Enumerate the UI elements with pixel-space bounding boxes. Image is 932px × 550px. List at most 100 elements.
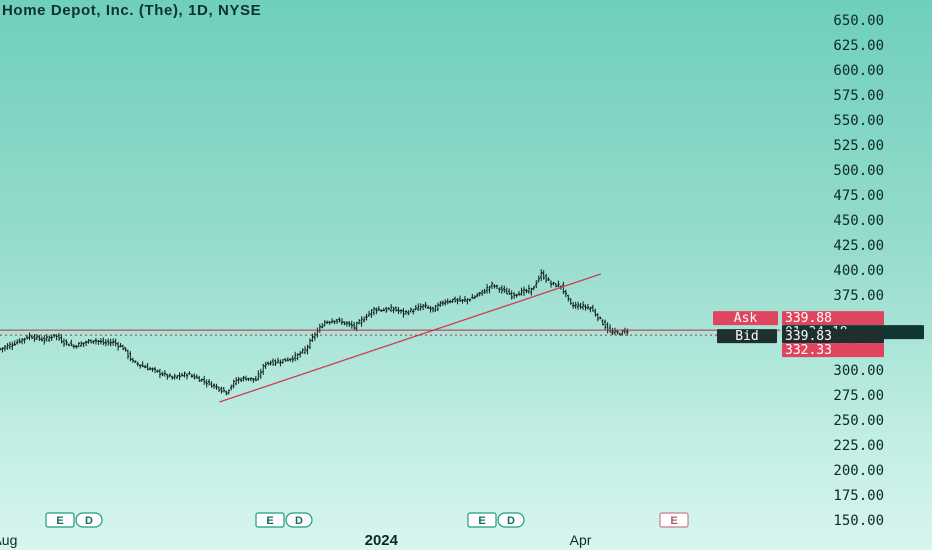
ohlc-bar: [594, 308, 597, 317]
time-axis[interactable]: Aug 2024 Apr: [0, 532, 592, 549]
ohlc-bar: [296, 353, 299, 361]
ohlc-bar: [589, 306, 592, 313]
ohlc-bar: [623, 327, 627, 334]
ohlc-bar: [495, 284, 499, 290]
ohlc-bar: [247, 377, 250, 382]
ohlc-bar: [439, 301, 442, 307]
ohlc-bar: [599, 316, 602, 320]
y-tick-label: 250.00: [833, 413, 884, 429]
ohlc-bar: [40, 336, 44, 342]
ohlc-bar: [478, 291, 481, 297]
ohlc-bar: [0, 347, 2, 351]
price-axis[interactable]: 650.00 625.00 600.00 575.00 550.00 525.00 500.…: [833, 13, 884, 529]
ohlc-bar: [28, 332, 31, 341]
ohlc-bar: [448, 299, 452, 304]
ohlc-bar: [232, 379, 235, 389]
ohlc-bar: [173, 373, 176, 380]
ohlc-bar: [200, 378, 203, 382]
ohlc-bar: [301, 348, 304, 354]
x-tick-label: Aug: [0, 532, 17, 548]
ohlc-bar: [389, 304, 393, 312]
y-tick-label: 625.00: [833, 38, 884, 54]
ohlc-bar: [603, 319, 607, 330]
ohlc-bar: [503, 285, 506, 293]
x-tick-label: 2024: [365, 532, 399, 549]
ohlc-bar: [480, 289, 484, 296]
ohlc-bar: [175, 375, 179, 379]
earnings-marker[interactable]: [45, 512, 75, 528]
earnings-marker[interactable]: [659, 512, 689, 528]
ohlc-bar: [525, 288, 528, 294]
ohlc-bar: [515, 293, 518, 298]
ohlc-bar: [227, 389, 230, 395]
earnings-marker[interactable]: [255, 512, 285, 528]
ohlc-bar: [72, 344, 75, 349]
ohlc-bar: [579, 302, 582, 310]
y-tick-label: 275.00: [833, 388, 884, 404]
trendline-layer[interactable]: [219, 273, 601, 403]
ohlc-bar: [121, 344, 125, 351]
ohlc-bar: [350, 320, 353, 329]
earnings-icon[interactable]: E: [659, 512, 689, 528]
ohlc-bar: [552, 281, 555, 286]
ohlc-bar: [126, 349, 130, 360]
ohlc-bar: [394, 306, 398, 312]
ask-label-tag-text: Ask: [734, 311, 758, 326]
ohlc-bar: [269, 360, 272, 366]
ohlc-bar: [446, 298, 449, 305]
ohlc-bar: [601, 319, 604, 326]
dividend-marker[interactable]: [285, 512, 313, 528]
ohlc-bar: [564, 289, 567, 298]
ohlc-bar: [318, 323, 321, 333]
ohlc-bar: [387, 307, 390, 311]
ohlc-bar: [451, 298, 454, 304]
ohlc-bar: [581, 301, 585, 310]
ask-value-tag-text: 339.88: [785, 311, 832, 326]
trendline[interactable]: [219, 273, 601, 403]
ohlc-bar: [485, 283, 489, 294]
ohlc-bar: [488, 285, 491, 294]
ohlc-bar: [547, 277, 550, 281]
ohlc-bar: [294, 351, 297, 362]
dividend-marker[interactable]: [75, 512, 103, 528]
ohlc-bar: [114, 338, 117, 347]
ohlc-bar: [397, 307, 400, 315]
ohlc-bar: [436, 302, 440, 312]
ohlc-bar: [249, 377, 253, 382]
chart-title: Home Depot, Inc. (The), 1D, NYSE: [2, 2, 262, 19]
ohlc-bar: [355, 321, 358, 332]
ohlc-bar: [23, 337, 26, 344]
ohlc-bar: [75, 344, 78, 349]
ohlc-bar: [426, 305, 430, 310]
ohlc-bar: [313, 332, 317, 341]
ohlc-bar: [153, 366, 157, 374]
ohlc-bar: [537, 275, 540, 283]
y-tick-label: 525.00: [833, 138, 884, 154]
ohlc-bar: [357, 318, 361, 325]
earnings-marker[interactable]: [467, 512, 497, 528]
ohlc-bar: [527, 284, 531, 294]
last-marker-tag-bg: [782, 343, 884, 358]
ohlc-bar: [626, 328, 629, 336]
ohlc-bar: [382, 307, 385, 312]
ohlc-bar: [471, 293, 474, 299]
ohlc-bar: [207, 379, 211, 386]
ohlc-bar: [348, 321, 351, 327]
ohlc-bar: [473, 295, 476, 300]
ohlc-bar: [362, 316, 366, 323]
ohlc-bar: [335, 318, 339, 325]
ohlc-bar: [340, 318, 344, 325]
ask-label-tag: Ask: [713, 311, 778, 326]
ohlc-bar: [131, 357, 135, 363]
ohlc-bar: [490, 281, 494, 289]
bid-label-tag-bg: [717, 329, 777, 344]
ohlc-bar: [65, 339, 68, 346]
ohlc-bar: [417, 303, 420, 312]
dividend-marker[interactable]: [497, 512, 525, 528]
